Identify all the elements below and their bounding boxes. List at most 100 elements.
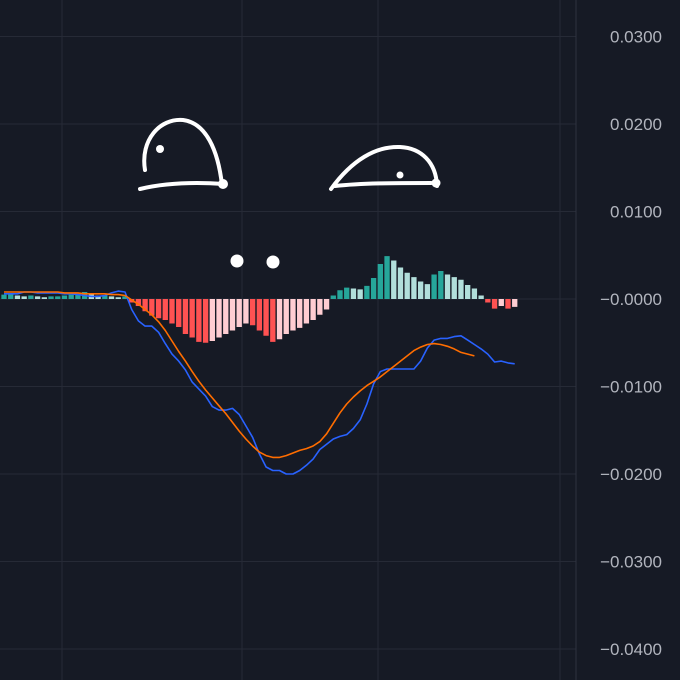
histogram-bar: [21, 296, 27, 299]
histogram-bar: [290, 299, 296, 331]
histogram-bar: [458, 279, 464, 299]
histogram-bar: [48, 296, 54, 299]
histogram-bar: [28, 295, 34, 299]
histogram-bar: [330, 295, 336, 299]
histogram-bar: [189, 299, 195, 338]
histogram-bar: [491, 299, 498, 309]
histogram-bar: [1, 294, 7, 299]
histogram-bar: [357, 289, 363, 299]
right-eye-pupil: [396, 171, 404, 179]
histogram-bar: [485, 299, 491, 303]
y-tick-label: 0.0300: [610, 28, 662, 47]
series-lines: [4, 290, 515, 475]
y-tick-label: −0.0000: [600, 290, 662, 309]
histogram-bar: [249, 299, 256, 326]
left-eye-corner-dot: [218, 179, 228, 189]
histogram-bar: [149, 299, 155, 316]
histogram-bar: [438, 271, 444, 299]
histogram-bar: [122, 296, 128, 299]
histogram-bar: [283, 299, 289, 334]
histogram-bar: [55, 296, 61, 299]
histogram-bar: [75, 293, 81, 299]
histogram-bar: [182, 299, 189, 334]
histogram-bar: [34, 296, 41, 299]
signal-line: [4, 291, 475, 459]
histogram-bar: [337, 290, 343, 299]
histogram-bar: [431, 274, 437, 299]
histogram-bar: [350, 288, 357, 299]
histogram-bar: [465, 285, 471, 299]
histogram-bar: [176, 299, 182, 327]
left-eye-outline: [142, 117, 224, 187]
histogram-bar: [417, 281, 424, 299]
histogram-bar: [444, 274, 451, 299]
histogram-bar: [196, 299, 202, 342]
y-tick-label: −0.0300: [600, 553, 662, 572]
y-tick-label: 0.0100: [610, 203, 662, 222]
histogram-bar: [498, 299, 504, 306]
y-tick-label: −0.0400: [600, 640, 662, 659]
histogram-bar: [317, 299, 323, 315]
right-eye-outline: [329, 144, 439, 191]
histogram-bar: [384, 256, 390, 299]
histogram-bar: [451, 277, 457, 299]
histogram-bar: [115, 297, 121, 299]
histogram-bar: [209, 299, 215, 341]
histogram-bar: [95, 295, 101, 299]
macd-line: [4, 290, 515, 475]
histogram-bar: [8, 293, 14, 299]
histogram-bar: [236, 299, 242, 327]
histogram-bar: [404, 272, 410, 299]
histogram-bar: [512, 299, 518, 307]
histogram-bar: [478, 295, 484, 299]
histogram-bar: [61, 295, 68, 299]
histogram-bar: [270, 299, 276, 342]
y-axis-tick-labels[interactable]: 0.0300 0.0200 0.0100 −0.0000 −0.0100 −0.0200 −…: [600, 28, 662, 660]
histogram-bar: [263, 299, 269, 336]
histogram-bar: [276, 299, 283, 340]
left-eye-lid: [138, 181, 226, 191]
right-eye-lid: [333, 181, 433, 188]
histogram-bar: [229, 299, 236, 331]
histogram-bar: [155, 299, 162, 319]
histogram-bar: [411, 277, 417, 299]
hand-drawn-face-icon[interactable]: [138, 117, 441, 269]
histogram-bar: [297, 299, 303, 328]
histogram-bar: [303, 299, 310, 324]
histogram-bar: [142, 299, 148, 312]
histogram-bar: [310, 299, 316, 320]
histogram-bar: [135, 299, 142, 306]
histogram-bar: [471, 288, 478, 299]
histogram-bars: [1, 256, 518, 343]
nose-dot-right: [266, 255, 280, 269]
histogram-bar: [323, 299, 330, 310]
histogram-bar: [344, 287, 350, 299]
histogram-bar: [505, 299, 511, 309]
histogram-bar: [162, 299, 168, 320]
histogram-bar: [377, 264, 383, 299]
histogram-bar: [202, 299, 209, 343]
y-tick-label: −0.0100: [600, 378, 662, 397]
histogram-bar: [216, 299, 222, 338]
right-eye-corner-dot: [431, 178, 441, 188]
histogram-bar: [41, 297, 47, 299]
histogram-bar: [68, 294, 74, 299]
histogram-bar: [108, 296, 115, 299]
histogram-bar: [14, 295, 21, 299]
histogram-bar: [424, 284, 431, 299]
y-tick-label: 0.0200: [610, 115, 662, 134]
histogram-bar: [364, 285, 370, 299]
histogram-bar: [391, 260, 397, 299]
nose-dot-left: [230, 254, 244, 268]
histogram-bar: [370, 278, 377, 299]
histogram-bar: [256, 299, 263, 331]
histogram-bar: [169, 299, 175, 324]
histogram-bar: [223, 299, 229, 334]
y-tick-label: −0.0200: [600, 465, 662, 484]
histogram-bar: [243, 299, 249, 324]
histogram-bar: [397, 267, 404, 299]
left-eye-pupil: [156, 145, 164, 153]
histogram-bar: [102, 295, 108, 299]
